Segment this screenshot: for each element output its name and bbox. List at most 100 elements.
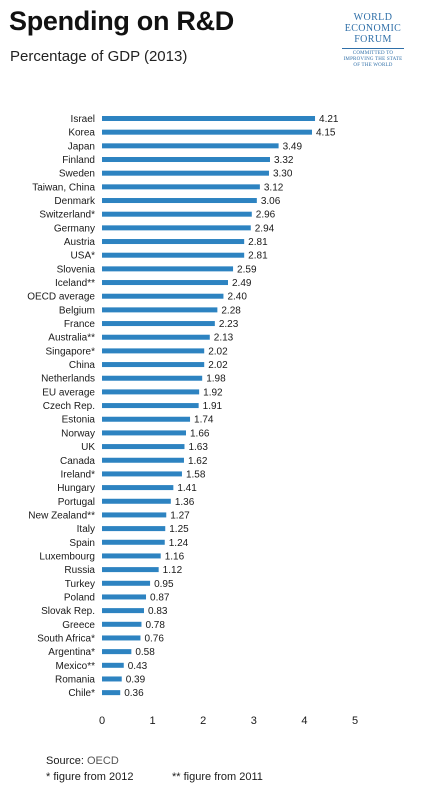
- category-label-greece: Greece: [62, 620, 95, 631]
- category-label-australia: Australia**: [48, 333, 95, 344]
- category-label-france: France: [64, 319, 96, 330]
- logo-line-2: ECONOMIC: [344, 23, 402, 34]
- category-label-portugal: Portugal: [58, 497, 95, 508]
- category-label-new-zealand: New Zealand**: [28, 510, 95, 521]
- value-label-finland: 3.32: [274, 155, 294, 166]
- bar-slovenia: [102, 266, 234, 272]
- bar-china: [102, 362, 205, 368]
- bar-new-zealand: [102, 512, 167, 518]
- logo-tagline-1: COMMITTED TO: [352, 51, 394, 56]
- category-label-romania: Romania: [55, 674, 95, 685]
- value-label-korea: 4.15: [316, 128, 336, 139]
- category-label-italy: Italy: [77, 524, 95, 535]
- bar-czech-rep: [102, 403, 199, 409]
- category-label-turkey: Turkey: [65, 579, 95, 590]
- source-value: OECD: [86, 755, 119, 767]
- bar-netherlands: [102, 375, 203, 381]
- category-label-hungary: Hungary: [57, 483, 95, 494]
- category-label-belgium: Belgium: [59, 305, 95, 316]
- x-tick-label-5: 5: [352, 715, 358, 727]
- value-label-turkey: 0.95: [154, 579, 174, 590]
- value-label-slovenia: 2.59: [237, 264, 257, 275]
- bar-korea: [102, 129, 312, 135]
- bar-eu-average: [102, 389, 200, 395]
- category-label-taiwan-china: Taiwan, China: [32, 182, 95, 193]
- logo-tagline-2: IMPROVING THE STATE: [343, 57, 403, 62]
- bar-singapore: [102, 348, 205, 354]
- bar-usa: [102, 252, 245, 258]
- value-label-spain: 1.24: [169, 538, 189, 549]
- value-label-netherlands: 1.98: [206, 374, 226, 385]
- value-label-switzerland: 2.96: [256, 210, 276, 221]
- value-label-belgium: 2.28: [221, 305, 241, 316]
- category-label-spain: Spain: [69, 538, 95, 549]
- category-label-finland: Finland: [62, 155, 95, 166]
- category-label-estonia: Estonia: [62, 415, 96, 426]
- value-label-greece: 0.78: [145, 620, 165, 631]
- value-label-new-zealand: 1.27: [170, 510, 190, 521]
- value-label-australia: 2.13: [214, 333, 234, 344]
- category-label-switzerland: Switzerland*: [39, 210, 95, 221]
- value-label-slovak-rep: 0.83: [148, 606, 168, 617]
- category-label-mexico: Mexico**: [56, 661, 96, 672]
- value-label-ireland: 1.58: [186, 469, 206, 480]
- category-label-poland: Poland: [64, 592, 95, 603]
- value-label-taiwan-china: 3.12: [264, 182, 284, 193]
- value-label-usa: 2.81: [248, 251, 268, 262]
- category-label-norway: Norway: [61, 428, 95, 439]
- value-label-france: 2.23: [219, 319, 239, 330]
- bar-austria: [102, 239, 245, 245]
- bar-uk: [102, 444, 185, 450]
- chart-title: Spending on R&D: [9, 6, 234, 36]
- bar-israel: [102, 116, 316, 121]
- value-label-canada: 1.62: [188, 456, 208, 467]
- x-tick-label-1: 1: [150, 715, 156, 727]
- value-label-romania: 0.39: [126, 674, 146, 685]
- value-label-denmark: 3.06: [261, 196, 281, 207]
- source-label: Source:: [46, 755, 84, 767]
- category-label-uk: UK: [81, 442, 95, 453]
- bar-chile: [102, 690, 121, 696]
- bar-estonia: [102, 416, 191, 422]
- bar-belgium: [102, 307, 218, 313]
- value-label-japan: 3.49: [283, 141, 303, 152]
- bar-turkey: [102, 580, 151, 586]
- value-label-russia: 1.12: [163, 565, 183, 576]
- category-label-singapore: Singapore*: [46, 346, 96, 357]
- value-label-argentina: 0.58: [135, 647, 155, 658]
- footnote-2012: * figure from 2012: [46, 771, 134, 783]
- x-tick-label-2: 2: [200, 715, 206, 727]
- bar-sweden: [102, 170, 269, 176]
- bar-mexico: [102, 662, 124, 668]
- bar-finland: [102, 157, 270, 163]
- bar-australia: [102, 334, 210, 340]
- bar-italy: [102, 526, 166, 532]
- logo-divider: [342, 48, 404, 49]
- value-label-sweden: 3.30: [273, 169, 293, 180]
- category-label-sweden: Sweden: [59, 169, 95, 180]
- value-label-uk: 1.63: [188, 442, 208, 453]
- category-label-germany: Germany: [54, 223, 95, 234]
- value-label-eu-average: 1.92: [203, 387, 223, 398]
- bar-portugal: [102, 498, 171, 504]
- value-label-singapore: 2.02: [208, 346, 228, 357]
- category-label-russia: Russia: [64, 565, 95, 576]
- category-label-slovak-rep: Slovak Rep.: [41, 606, 95, 617]
- value-label-oecd-average: 2.40: [227, 292, 247, 303]
- bar-poland: [102, 594, 147, 600]
- category-label-luxembourg: Luxembourg: [39, 551, 95, 562]
- category-label-argentina: Argentina*: [48, 647, 95, 658]
- bar-canada: [102, 457, 184, 463]
- category-label-iceland: Iceland**: [55, 278, 95, 289]
- bar-norway: [102, 430, 186, 436]
- x-tick-label-3: 3: [251, 715, 257, 727]
- x-tick-label-4: 4: [301, 715, 307, 727]
- bar-south-africa: [102, 635, 141, 641]
- logo-tagline-3: OF THE WORLD: [353, 63, 393, 68]
- value-label-israel: 4.21: [319, 114, 339, 125]
- category-label-israel: Israel: [71, 114, 95, 125]
- wef-logo: WORLD ECONOMIC FORUM COMMITTED TO IMPROV…: [332, 12, 414, 92]
- x-tick-label-0: 0: [99, 715, 105, 727]
- value-label-norway: 1.66: [190, 428, 210, 439]
- category-label-austria: Austria: [64, 237, 96, 248]
